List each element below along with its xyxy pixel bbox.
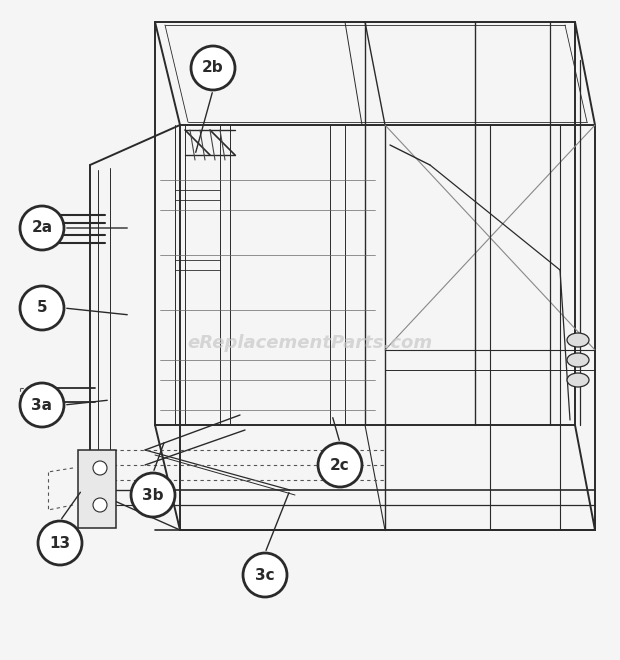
Text: 5: 5 — [37, 300, 47, 315]
Ellipse shape — [567, 373, 589, 387]
Text: 3b: 3b — [142, 488, 164, 502]
Circle shape — [191, 46, 235, 90]
Text: 2c: 2c — [330, 457, 350, 473]
FancyBboxPatch shape — [78, 450, 116, 528]
Text: 3a: 3a — [32, 397, 53, 412]
Text: 2b: 2b — [202, 61, 224, 75]
Circle shape — [20, 286, 64, 330]
Circle shape — [131, 473, 175, 517]
Text: 2a: 2a — [32, 220, 53, 236]
Circle shape — [243, 553, 287, 597]
Circle shape — [20, 206, 64, 250]
Circle shape — [93, 498, 107, 512]
Circle shape — [93, 461, 107, 475]
Ellipse shape — [567, 333, 589, 347]
Text: 13: 13 — [50, 535, 71, 550]
Circle shape — [318, 443, 362, 487]
Circle shape — [38, 521, 82, 565]
Ellipse shape — [567, 353, 589, 367]
Text: 3c: 3c — [255, 568, 275, 583]
Text: eReplacementParts.com: eReplacementParts.com — [187, 334, 433, 352]
Circle shape — [20, 383, 64, 427]
